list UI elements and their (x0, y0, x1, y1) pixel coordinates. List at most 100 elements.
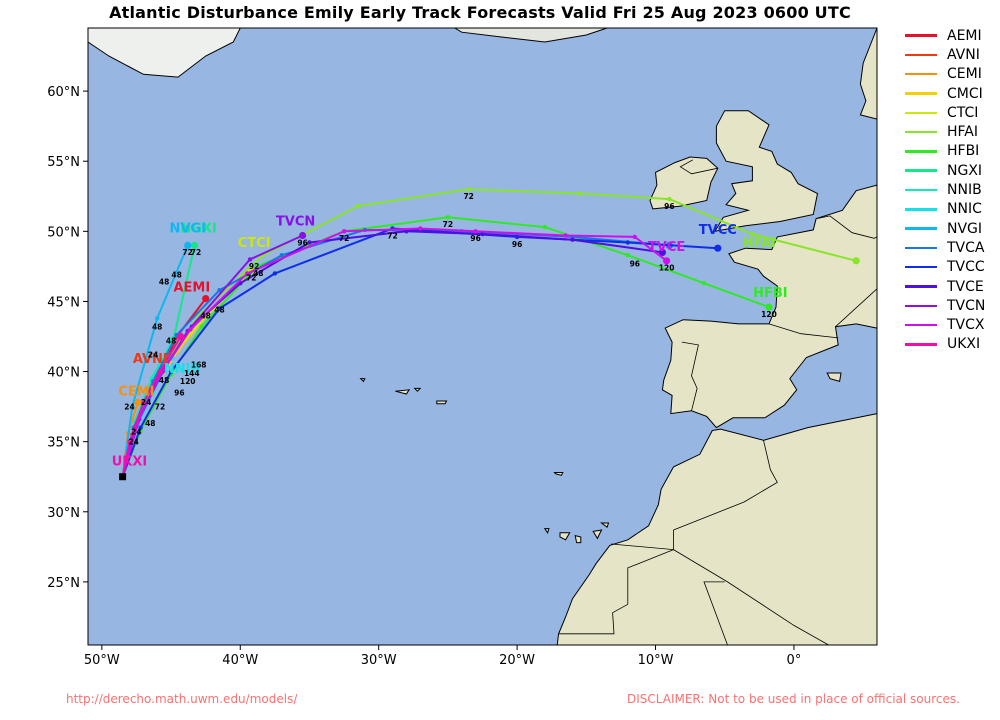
forecast-hour-label: 96 (664, 202, 674, 211)
legend-label: NVGI (947, 220, 983, 237)
track-point-tvcc (138, 425, 143, 430)
madeira-island (553, 472, 564, 476)
track-point-tvce (570, 237, 575, 242)
forecast-hour-label: 120 (659, 264, 675, 273)
forecast-hour-label: 48 (253, 269, 263, 278)
legend-item: TVCA (905, 238, 985, 257)
legend-label: NGXI (947, 162, 983, 179)
country-border (679, 159, 718, 175)
legend-swatch (905, 53, 937, 57)
track-point-hfai (750, 231, 755, 237)
track-point-hfbi (445, 215, 451, 220)
track-point-tvcx (563, 233, 568, 238)
forecast-hour-label: 72 (339, 234, 349, 243)
legend-swatch (905, 188, 937, 192)
track-point-tvcc (217, 306, 222, 311)
forecast-hour-label: 24 (131, 428, 141, 437)
track-model-label: HFAI (743, 236, 776, 251)
legend-label: TVCX (947, 317, 985, 334)
track-point-tvcc (714, 244, 722, 252)
legend-item: TVCX (905, 315, 985, 334)
legend-label: CEMI (947, 66, 982, 83)
x-tick-label: 10°W (638, 653, 674, 668)
track-point-tvcx (418, 226, 423, 231)
forecast-hour-label: 24 (128, 438, 138, 447)
track-model-label: AVNI (133, 352, 168, 367)
track-point-hfbi (701, 281, 707, 286)
country-border (703, 581, 728, 646)
legend-swatch (905, 265, 937, 269)
chart-title: Atlantic Disturbance Emily Early Track F… (109, 3, 851, 22)
track-point-tvce (480, 231, 485, 237)
forecast-hour-label: 96 (630, 259, 640, 268)
canary-island (543, 528, 550, 534)
forecast-hour-label: 96 (174, 388, 184, 397)
legend-swatch (905, 285, 937, 288)
azores-island (395, 389, 411, 395)
legend-item: AVNI (905, 45, 985, 64)
country-border (627, 549, 674, 605)
track-point-tvcx (188, 327, 193, 332)
forecast-hour-label: 72 (387, 231, 397, 240)
track-point-ukxi (177, 332, 185, 341)
track-point-hfbi (625, 253, 630, 258)
track-point-tvce (404, 229, 409, 234)
legend-label: AEMI (947, 27, 982, 44)
track-point-tvcc (168, 369, 174, 374)
forecast-hour-label: 48 (152, 323, 162, 332)
forecast-hour-label: 168 (191, 360, 207, 369)
legend-item: NNIC (905, 200, 985, 219)
forecast-hour-label: 72 (182, 248, 192, 257)
forecast-hour-label: 24 (124, 402, 134, 411)
track-point-cemi (134, 398, 142, 406)
legend-swatch (905, 72, 937, 76)
track-point-ukxi (141, 400, 146, 405)
legend-item: NNIB (905, 180, 985, 199)
track-point-tvcx (341, 229, 347, 234)
track-model-label: HFBI (753, 286, 788, 301)
azores-island (436, 400, 448, 405)
legend-swatch (905, 150, 937, 153)
x-tick-label: 50°W (84, 653, 120, 668)
europe-land (661, 28, 878, 429)
legend-swatch (905, 92, 937, 95)
forecast-hour-label: 48 (159, 376, 169, 385)
track-point-hfbi (765, 303, 773, 311)
track-point-hfai (355, 203, 361, 209)
track-point-hfbi (199, 324, 204, 329)
y-tick-label: 25°N (47, 576, 80, 591)
greenland-land (87, 27, 242, 78)
track-point-tvce (307, 240, 312, 245)
track-layer (119, 187, 860, 481)
x-tick-label: 0° (787, 653, 802, 668)
track-point-hfai (667, 196, 672, 202)
y-tick-label: 45°N (47, 295, 80, 310)
track-point-ngxi (191, 241, 199, 249)
track-model-label: AEMI (173, 281, 210, 296)
legend-swatch (905, 343, 937, 346)
forecast-hour-label: 92 (249, 262, 259, 271)
x-tick-label: 30°W (361, 653, 397, 668)
forecast-hour-label: 120 (761, 310, 777, 319)
ireland-land (649, 156, 719, 210)
track-point-hfai (577, 191, 582, 196)
canary-island (600, 522, 610, 529)
track-model-label: NGXI (180, 222, 216, 237)
track-point-tvca (217, 288, 222, 293)
track-point-tvcc (625, 240, 630, 245)
azores-island (413, 387, 422, 392)
forecast-hour-label: 24 (141, 398, 151, 407)
great-britain-land (714, 110, 819, 232)
legend-label: TVCE (947, 278, 984, 295)
legend-label: HFBI (947, 143, 980, 160)
legend-label: NNIB (947, 182, 982, 199)
y-tick-label: 40°N (47, 366, 80, 381)
track-model-label: UKXI (112, 455, 148, 470)
y-tick-label: 50°N (47, 225, 80, 240)
legend-label: HFAI (947, 124, 979, 141)
legend-swatch (905, 304, 937, 308)
legend-item: HFAI (905, 122, 985, 141)
country-border (835, 288, 878, 327)
track-point-hfbi (542, 224, 547, 230)
x-tick-label: 40°W (222, 653, 258, 668)
